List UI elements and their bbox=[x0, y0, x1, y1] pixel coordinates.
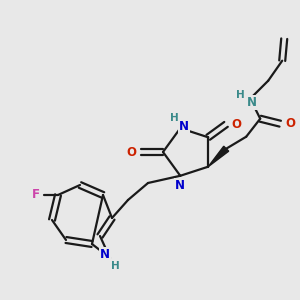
Text: O: O bbox=[126, 146, 136, 158]
Text: F: F bbox=[32, 188, 40, 202]
Text: H: H bbox=[236, 90, 244, 100]
Text: H: H bbox=[111, 261, 119, 271]
Text: N: N bbox=[179, 120, 189, 133]
Text: N: N bbox=[100, 248, 110, 260]
Text: N: N bbox=[247, 96, 257, 109]
Text: N: N bbox=[175, 179, 185, 192]
Polygon shape bbox=[208, 146, 229, 167]
Text: H: H bbox=[170, 113, 178, 123]
Text: O: O bbox=[285, 117, 295, 130]
Text: O: O bbox=[231, 118, 241, 131]
